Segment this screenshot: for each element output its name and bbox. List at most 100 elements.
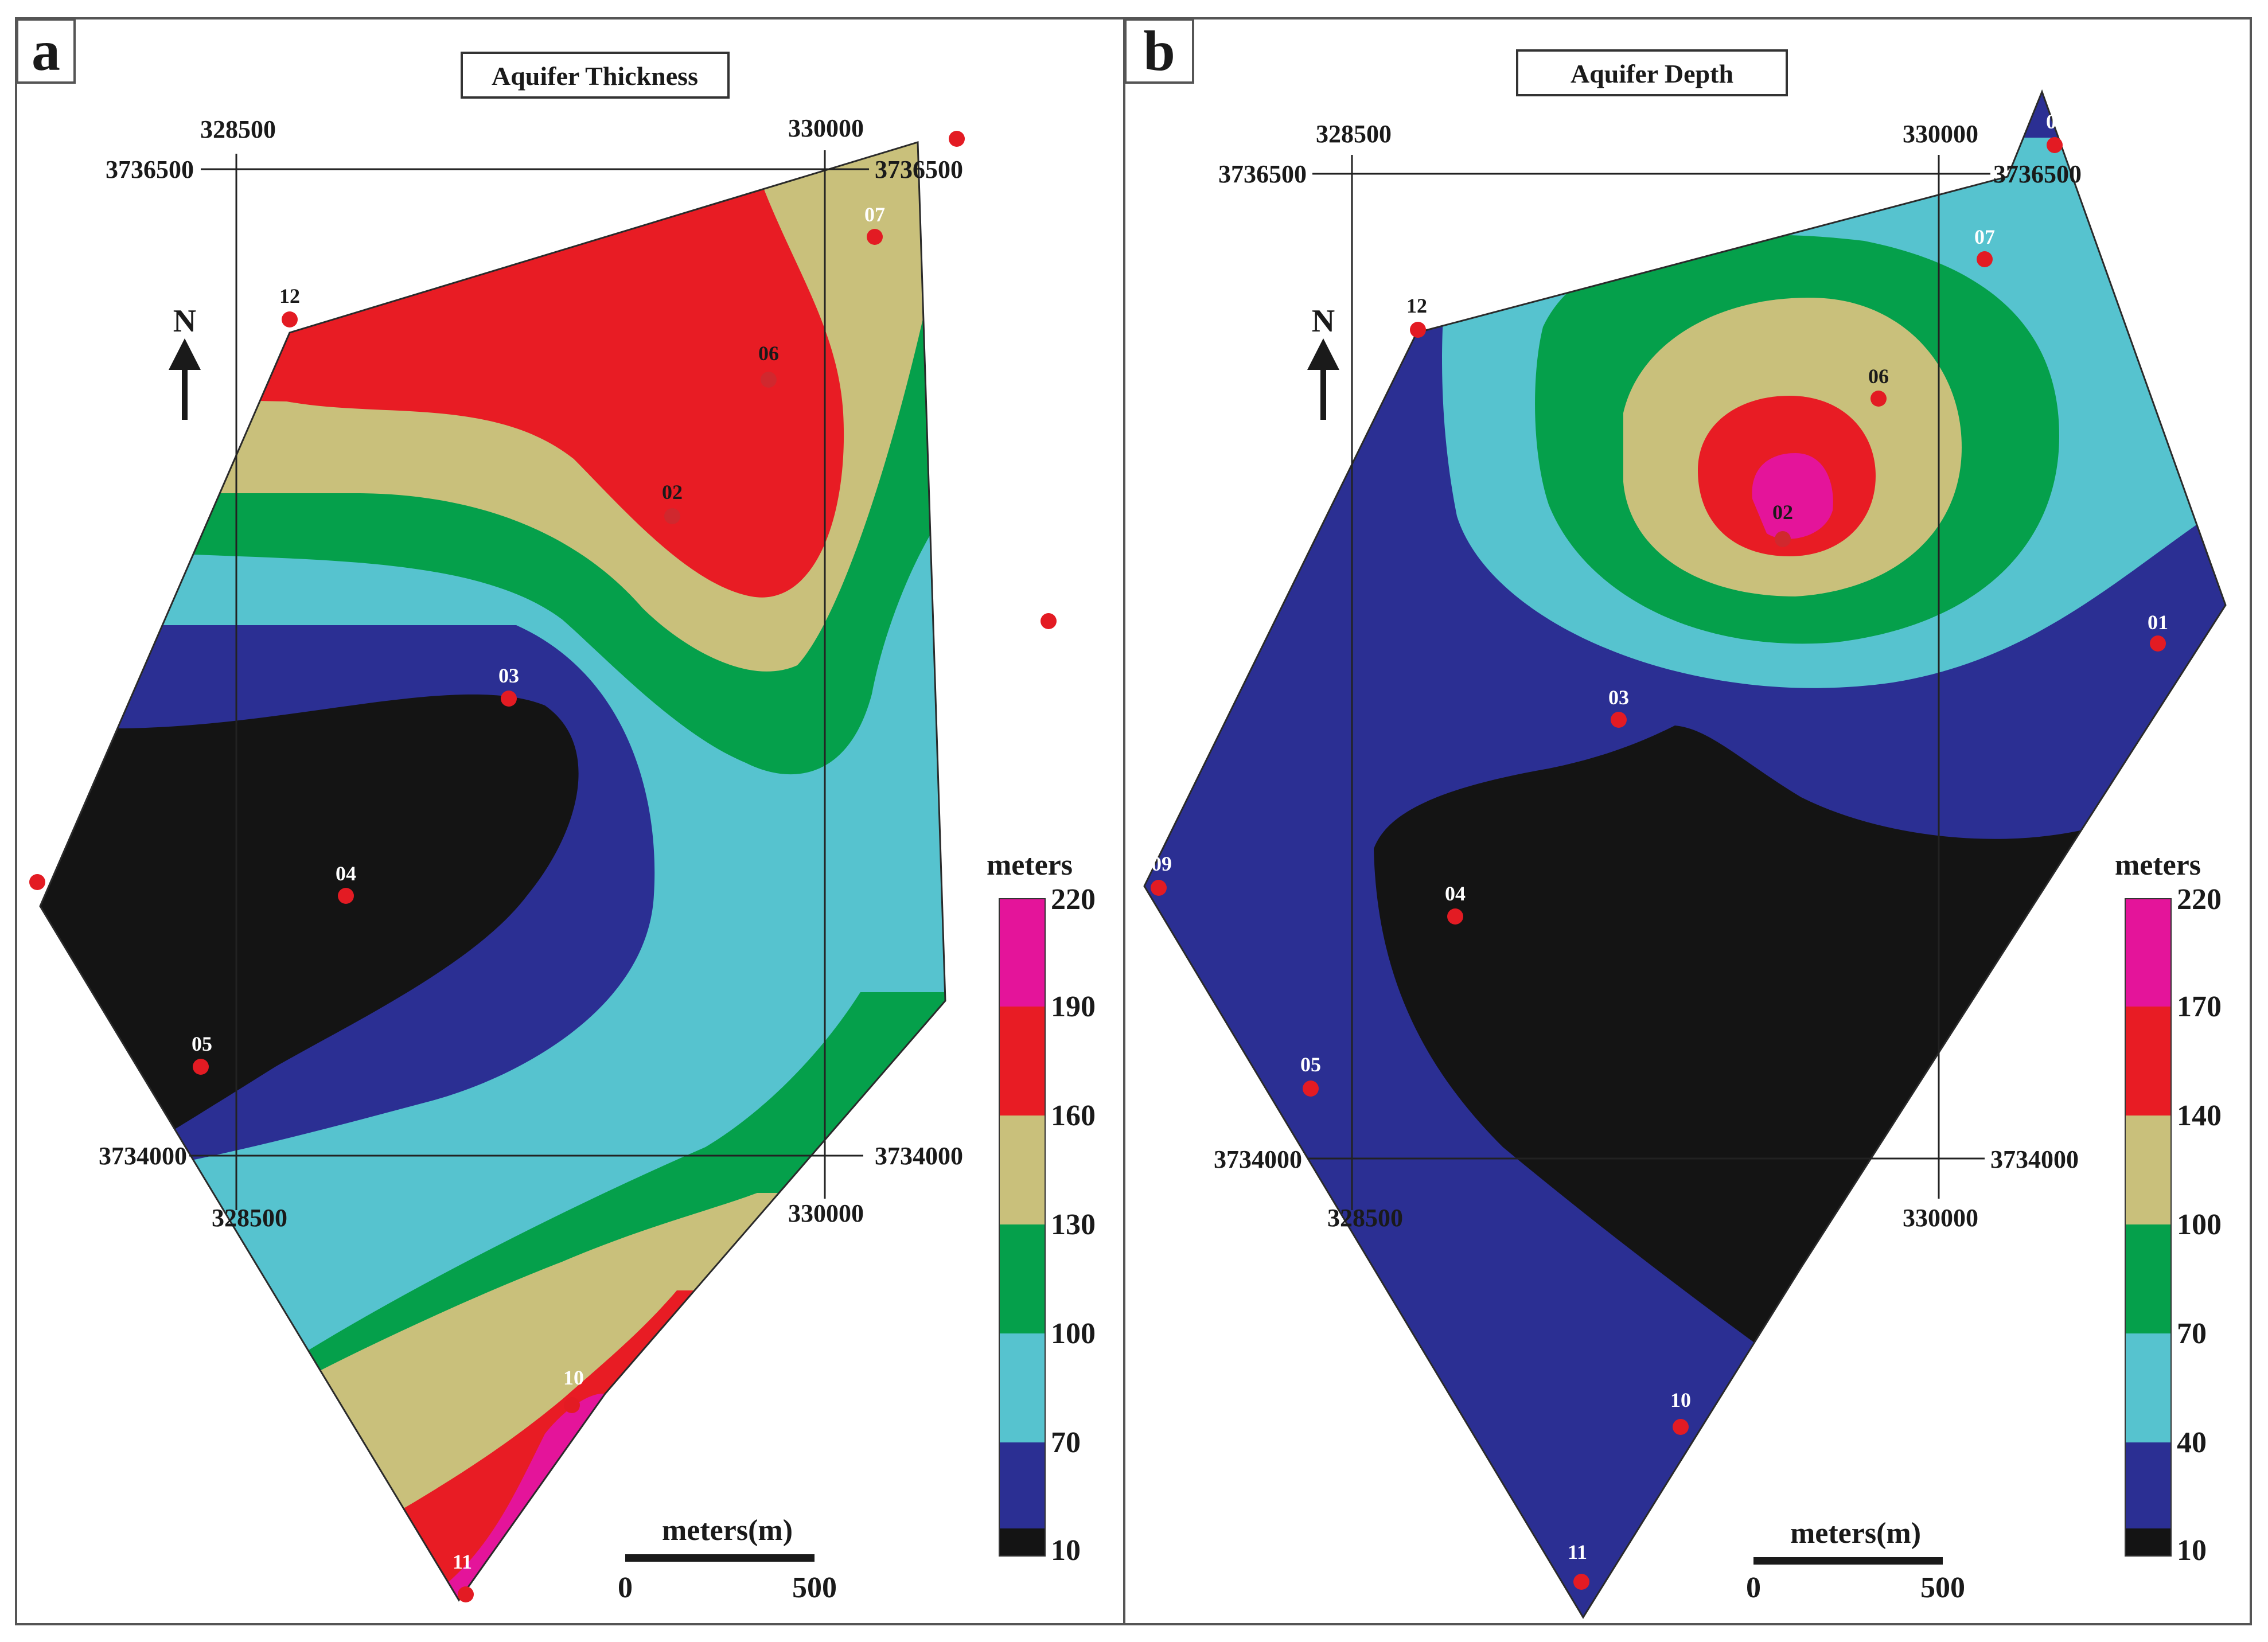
- well-label: 11: [1568, 1540, 1587, 1563]
- well-marker[interactable]: 06: [758, 342, 779, 388]
- well-label: 02: [1772, 501, 1793, 524]
- legend-tick: 70: [1051, 1426, 1081, 1459]
- well-label: 01: [1038, 590, 1059, 613]
- well-marker[interactable]: 04: [336, 862, 356, 904]
- panel-b: b Aquifer Depth 328500 330000 3736500 37…: [1123, 17, 2252, 1625]
- well-marker[interactable]: 10: [1670, 1389, 1691, 1435]
- panel-a-north-arrow-icon: [169, 338, 201, 420]
- panel-b-scale-bar: meters(m) 0 500: [1746, 1517, 1965, 1604]
- panel-b-label-northing-north-right: 3736500: [1993, 160, 2082, 188]
- scale-title: meters(m): [1790, 1517, 1921, 1550]
- legend-tick: 140: [2177, 1099, 2222, 1132]
- well-marker[interactable]: 05: [192, 1032, 212, 1075]
- scale-start: 0: [618, 1571, 633, 1604]
- well-marker[interactable]: 11: [453, 1550, 474, 1602]
- legend-tick: 170: [2177, 990, 2222, 1023]
- panel-a-boundary: [39, 141, 946, 1602]
- well-label: 08: [949, 104, 969, 127]
- well-label: 12: [279, 284, 300, 307]
- legend-tick: 130: [1051, 1208, 1096, 1241]
- legend-swatch-navy: [2125, 1442, 2171, 1528]
- well-label: 11: [453, 1550, 472, 1573]
- legend-swatch-red: [999, 1007, 1045, 1116]
- well-label: 05: [1300, 1053, 1321, 1076]
- well-marker[interactable]: 03: [1608, 686, 1629, 728]
- panel-a-label-easting-east-bottom: 330000: [788, 1199, 864, 1227]
- legend-tick: 40: [2177, 1426, 2207, 1459]
- scale-start: 0: [1746, 1571, 1761, 1604]
- panel-a-letter: a: [32, 19, 60, 83]
- well-marker[interactable]: 01: [2148, 611, 2168, 652]
- legend-swatch-cyan: [999, 1333, 1045, 1442]
- legend-swatch-cyan: [2125, 1333, 2171, 1442]
- well-marker[interactable]: 07: [1974, 225, 1995, 267]
- panel-b-label-easting-east-bottom: 330000: [1903, 1204, 1978, 1232]
- panel-a-letter-box: [16, 18, 76, 84]
- legend-swatch-black: [2125, 1528, 2171, 1556]
- legend-tick: 10: [1051, 1534, 1081, 1567]
- panel-b-boundary: [1143, 89, 2227, 1619]
- well-label: 03: [1608, 686, 1629, 709]
- panel-a-north-letter: N: [173, 303, 196, 339]
- panel-b-zone-170-220: [1752, 453, 1833, 539]
- panel-a-label-northing-north-left: 3736500: [106, 155, 194, 184]
- panel-b-north-arrow-icon: [1307, 338, 1339, 420]
- well-marker[interactable]: 08: [2046, 110, 2067, 153]
- scale-end: 500: [792, 1571, 837, 1604]
- well-label: 07: [864, 203, 885, 226]
- panel-b-north-letter: N: [1312, 303, 1335, 339]
- legend-tick: 10: [2177, 1534, 2207, 1567]
- well-marker[interactable]: 12: [279, 284, 300, 327]
- panel-a-legend: meters 220 190 160 130 100 70 10: [987, 849, 1096, 1567]
- panel-b-label-easting-west-bottom: 328500: [1327, 1204, 1403, 1232]
- well-marker[interactable]: 09: [1151, 852, 1172, 896]
- well-marker[interactable]: 02: [662, 481, 683, 524]
- legend-tick: 220: [2177, 883, 2222, 916]
- well-marker[interactable]: 10: [563, 1366, 584, 1413]
- panel-a-label-easting-west-bottom: 328500: [212, 1204, 287, 1232]
- legend-tick: 190: [1051, 990, 1096, 1023]
- panel-b-label-northing-north-left: 3736500: [1218, 160, 1307, 188]
- panel-a-label-easting-west-top: 328500: [200, 115, 276, 143]
- well-label: 06: [758, 342, 779, 365]
- legend-swatch-tan: [999, 1116, 1045, 1224]
- panel-a-zone-below-10: [40, 694, 579, 1141]
- well-marker[interactable]: 08: [949, 104, 969, 147]
- well-marker[interactable]: 05: [1300, 1053, 1321, 1097]
- legend-tick: 100: [1051, 1317, 1096, 1350]
- well-label: 09: [1151, 852, 1172, 875]
- panel-a-label-easting-east-top: 330000: [788, 114, 864, 142]
- panel-a-wells: 01 02 03 04 05 06 07 08 09 10 11 12: [29, 104, 1059, 1602]
- panel-a-label-northing-north-right: 3736500: [875, 155, 963, 184]
- well-marker[interactable]: 04: [1445, 882, 1466, 925]
- legend-swatch-navy: [999, 1442, 1045, 1528]
- well-marker[interactable]: 02: [1772, 501, 1793, 547]
- well-label: 02: [662, 481, 683, 504]
- well-marker[interactable]: 01: [1038, 590, 1059, 629]
- panel-b-label-easting-west-top: 328500: [1316, 120, 1392, 148]
- panel-b-legend: meters 220 170 140 100 70 40 10: [2115, 849, 2222, 1567]
- scale-end: 500: [1920, 1571, 1965, 1604]
- panel-a-map: [40, 142, 945, 1600]
- well-marker[interactable]: 07: [864, 203, 885, 245]
- legend-tick: 70: [2177, 1317, 2207, 1350]
- legend-swatch-red: [2125, 1007, 2171, 1116]
- scale-title: meters(m): [662, 1514, 793, 1547]
- well-marker[interactable]: 12: [1406, 294, 1427, 338]
- panel-a-scale-bar: meters(m) 0 500: [618, 1514, 837, 1604]
- well-marker[interactable]: 11: [1568, 1540, 1589, 1590]
- legend-swatch-green: [999, 1224, 1045, 1333]
- well-marker[interactable]: 03: [498, 664, 519, 707]
- legend-swatch-magenta: [999, 899, 1045, 1007]
- well-label: 12: [1406, 294, 1427, 317]
- legend-unit: meters: [987, 849, 1073, 882]
- well-label: 05: [192, 1032, 212, 1055]
- well-label: 08: [2046, 110, 2067, 133]
- well-label: 01: [2148, 611, 2168, 634]
- legend-swatch-tan: [2125, 1116, 2171, 1224]
- panel-a-title: Aquifer Thickness: [492, 61, 698, 91]
- well-marker[interactable]: 06: [1868, 365, 1889, 407]
- legend-swatch-green: [2125, 1224, 2171, 1333]
- well-marker[interactable]: 09: [29, 847, 49, 890]
- well-label: 04: [1445, 882, 1466, 905]
